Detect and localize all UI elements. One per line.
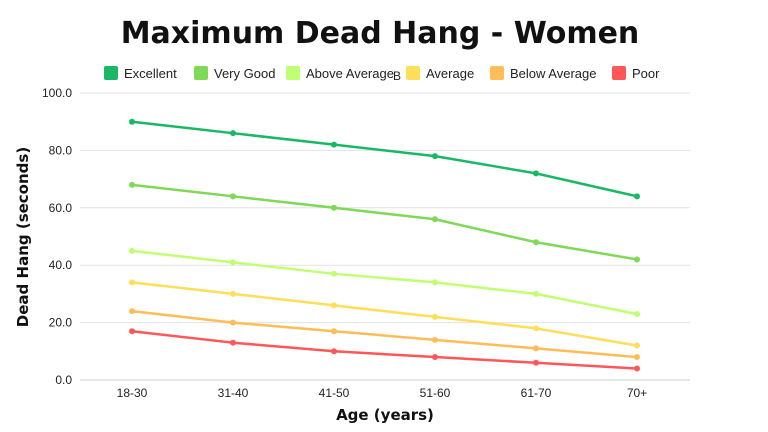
legend-swatch-excellent: [104, 66, 118, 80]
legend-swatch-below-average: [490, 66, 504, 80]
x-tick-label: 61-70: [521, 386, 552, 400]
data-point-above-average[interactable]: [432, 279, 438, 286]
x-tick-label: 18-30: [117, 386, 148, 400]
data-point-poor[interactable]: [634, 365, 640, 372]
data-point-very-good[interactable]: [230, 193, 236, 200]
y-tick-label: 40.0: [49, 258, 73, 272]
legend-item-below-average[interactable]: Below Average: [490, 66, 597, 81]
data-point-average[interactable]: [331, 302, 337, 309]
x-tick-label: 31-40: [218, 386, 249, 400]
legend-swatch-average: [406, 66, 420, 80]
series-line-poor: [130, 329, 639, 370]
data-point-excellent[interactable]: [432, 153, 438, 160]
legend-label-average: Average: [426, 66, 474, 81]
y-tick-label: 0.0: [55, 373, 72, 387]
data-point-very-good[interactable]: [634, 256, 640, 263]
legend-item-excellent[interactable]: Excellent: [104, 66, 177, 81]
data-point-below-average[interactable]: [432, 336, 438, 343]
legend-label-below-average: Below Average: [510, 66, 597, 81]
y-tick-label: 100.0: [42, 86, 72, 100]
data-point-average[interactable]: [432, 313, 438, 320]
data-point-poor[interactable]: [230, 339, 236, 346]
data-point-poor[interactable]: [533, 359, 539, 366]
data-point-very-good[interactable]: [432, 216, 438, 223]
legend-item-above-average[interactable]: Above Average B: [286, 66, 401, 83]
data-point-average[interactable]: [533, 325, 539, 332]
y-axis-title: Dead Hang (seconds): [14, 147, 32, 327]
x-axis-ticks: 18-30 31-40 41-50 51-60 61-70 70+: [117, 386, 648, 400]
series-line-above-average: [130, 249, 639, 316]
data-point-average[interactable]: [129, 279, 135, 286]
data-point-below-average[interactable]: [331, 328, 337, 335]
series-line-below-average: [130, 309, 639, 359]
data-point-below-average[interactable]: [533, 345, 539, 352]
data-point-average[interactable]: [230, 290, 236, 297]
data-point-excellent[interactable]: [230, 130, 236, 137]
legend-item-poor[interactable]: Poor: [612, 66, 660, 81]
series-line-very-good: [130, 183, 639, 261]
legend-swatch-above-average: [286, 66, 300, 80]
data-point-very-good[interactable]: [331, 204, 337, 211]
series-line-average: [130, 281, 639, 347]
series-lines: [130, 120, 639, 370]
x-tick-label: 70+: [627, 386, 647, 400]
chart-title: Maximum Dead Hang - Women: [121, 16, 640, 51]
data-point-very-good[interactable]: [533, 239, 539, 246]
legend-stray-mark: B: [393, 69, 401, 83]
y-tick-label: 80.0: [49, 143, 73, 157]
legend-label-very-good: Very Good: [214, 66, 275, 81]
x-tick-label: 41-50: [319, 386, 350, 400]
y-axis-ticks: 0.0 20.0 40.0 60.0 80.0 100.0: [42, 86, 72, 387]
data-point-poor[interactable]: [432, 354, 438, 361]
data-point-above-average[interactable]: [129, 247, 135, 254]
x-tick-label: 51-60: [420, 386, 451, 400]
data-point-very-good[interactable]: [129, 181, 135, 188]
data-point-below-average[interactable]: [129, 308, 135, 315]
data-point-excellent[interactable]: [533, 170, 539, 177]
legend-label-above-average: Above Average: [306, 66, 394, 81]
legend-item-average[interactable]: Average: [406, 66, 474, 81]
data-point-average[interactable]: [634, 342, 640, 349]
series-points: [129, 118, 640, 372]
y-tick-label: 60.0: [49, 201, 73, 215]
legend-label-excellent: Excellent: [124, 66, 177, 81]
data-point-above-average[interactable]: [533, 290, 539, 297]
series-line-excellent: [130, 120, 639, 198]
legend: Excellent Very Good Above Average B Aver…: [104, 66, 660, 83]
data-point-poor[interactable]: [331, 348, 337, 355]
x-axis-title: Age (years): [336, 406, 434, 424]
data-point-poor[interactable]: [129, 328, 135, 335]
data-point-excellent[interactable]: [129, 118, 135, 125]
data-point-excellent[interactable]: [634, 193, 640, 200]
data-point-below-average[interactable]: [634, 354, 640, 361]
data-point-excellent[interactable]: [331, 141, 337, 148]
data-point-below-average[interactable]: [230, 319, 236, 326]
legend-swatch-very-good: [194, 66, 208, 80]
legend-label-poor: Poor: [632, 66, 660, 81]
data-point-above-average[interactable]: [331, 270, 337, 277]
legend-swatch-poor: [612, 66, 626, 80]
legend-item-very-good[interactable]: Very Good: [194, 66, 275, 81]
data-point-above-average[interactable]: [634, 310, 640, 317]
y-tick-label: 20.0: [49, 316, 73, 330]
data-point-above-average[interactable]: [230, 259, 236, 266]
